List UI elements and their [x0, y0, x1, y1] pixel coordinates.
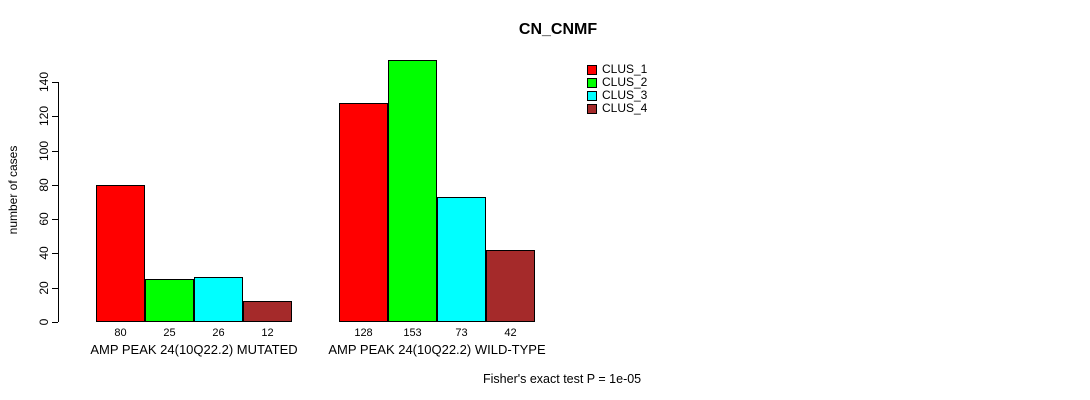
- legend: CLUS_1 CLUS_2 CLUS_3 CLUS_4: [587, 63, 647, 115]
- y-tick-label: 120: [37, 105, 51, 127]
- legend-item: CLUS_2: [587, 76, 647, 89]
- y-tick-label: 60: [37, 212, 51, 226]
- bar-value-label: 26: [212, 327, 225, 339]
- y-tick-label: 40: [37, 246, 51, 260]
- bar-clus_2-group2: [388, 60, 437, 322]
- y-tick-label: 0: [37, 318, 51, 326]
- bar-clus_3-group2: [437, 197, 486, 322]
- y-tick: [52, 322, 58, 323]
- y-tick-label: 20: [37, 281, 51, 295]
- legend-item: CLUS_3: [587, 89, 647, 102]
- bar-clus_4-group1: [243, 301, 292, 322]
- y-tick: [52, 219, 58, 220]
- y-tick: [52, 116, 58, 117]
- legend-swatch-icon: [587, 64, 597, 75]
- legend-swatch-icon: [587, 77, 597, 88]
- y-tick-label: 100: [37, 140, 51, 162]
- legend-item: CLUS_1: [587, 63, 647, 76]
- bar-value-label: 73: [455, 327, 468, 339]
- x-category-label: AMP PEAK 24(10Q22.2) WILD-TYPE: [328, 342, 546, 357]
- legend-label: CLUS_4: [602, 101, 648, 115]
- bar-value-label: 128: [354, 327, 373, 339]
- bar-value-label: 12: [261, 327, 274, 339]
- y-axis-label: number of cases: [6, 145, 20, 235]
- y-tick: [52, 151, 58, 152]
- legend-item: CLUS_4: [587, 102, 647, 115]
- bar-clus_4-group2: [486, 250, 535, 322]
- legend-swatch-icon: [587, 103, 597, 114]
- bar-clus_1-group1: [96, 185, 145, 322]
- bar-clus_1-group2: [339, 103, 388, 322]
- bar-value-label: 42: [504, 327, 517, 339]
- bar-value-label: 153: [403, 327, 422, 339]
- y-tick: [52, 185, 58, 186]
- y-tick: [52, 82, 58, 83]
- y-tick-label: 140: [37, 71, 51, 93]
- bar-clus_3-group1: [194, 277, 243, 322]
- bar-value-label: 80: [114, 327, 127, 339]
- y-tick: [52, 288, 58, 289]
- chart-title: CN_CNMF: [518, 21, 598, 38]
- legend-label: CLUS_1: [602, 62, 648, 76]
- y-tick: [52, 253, 58, 254]
- bar-clus_2-group1: [145, 279, 194, 322]
- x-category-label: AMP PEAK 24(10Q22.2) MUTATED: [90, 342, 298, 357]
- footnote: Fisher's exact test P = 1e-05: [483, 372, 642, 386]
- legend-label: CLUS_2: [602, 75, 648, 89]
- legend-label: CLUS_3: [602, 88, 648, 102]
- y-tick-label: 80: [37, 178, 51, 192]
- bar-value-label: 25: [163, 327, 176, 339]
- y-axis-line: [58, 82, 59, 322]
- legend-swatch-icon: [587, 90, 597, 101]
